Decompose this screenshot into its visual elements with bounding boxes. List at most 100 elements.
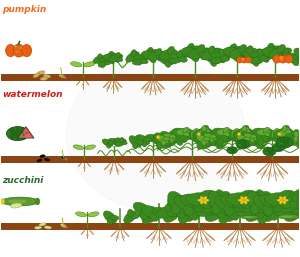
Ellipse shape	[76, 212, 87, 217]
Ellipse shape	[223, 136, 233, 142]
Ellipse shape	[136, 135, 150, 145]
Ellipse shape	[202, 139, 211, 145]
Ellipse shape	[227, 147, 238, 154]
Ellipse shape	[238, 44, 247, 53]
Ellipse shape	[191, 194, 218, 208]
Ellipse shape	[252, 191, 271, 213]
Ellipse shape	[241, 48, 257, 61]
Ellipse shape	[184, 204, 193, 216]
Ellipse shape	[220, 202, 234, 210]
Ellipse shape	[110, 53, 122, 60]
Ellipse shape	[242, 130, 252, 141]
Ellipse shape	[208, 137, 214, 143]
Ellipse shape	[254, 54, 264, 60]
Ellipse shape	[235, 133, 248, 148]
Ellipse shape	[161, 140, 166, 145]
Ellipse shape	[263, 147, 276, 156]
Ellipse shape	[275, 144, 277, 151]
Ellipse shape	[241, 131, 256, 146]
Ellipse shape	[188, 209, 199, 220]
Ellipse shape	[153, 134, 160, 139]
Ellipse shape	[234, 48, 244, 55]
Ellipse shape	[244, 140, 247, 148]
Ellipse shape	[191, 135, 200, 142]
Ellipse shape	[192, 130, 201, 136]
Ellipse shape	[167, 58, 175, 62]
Ellipse shape	[73, 145, 84, 150]
Ellipse shape	[169, 204, 176, 214]
Ellipse shape	[107, 217, 113, 225]
Ellipse shape	[212, 201, 234, 222]
Ellipse shape	[193, 128, 211, 139]
Ellipse shape	[172, 128, 191, 139]
Ellipse shape	[197, 141, 204, 149]
Bar	[1, 74, 299, 81]
Ellipse shape	[172, 200, 180, 209]
Ellipse shape	[278, 133, 281, 136]
Ellipse shape	[282, 48, 292, 53]
Ellipse shape	[287, 134, 297, 140]
Ellipse shape	[226, 193, 254, 206]
Ellipse shape	[169, 134, 176, 139]
Polygon shape	[19, 128, 33, 138]
Ellipse shape	[216, 129, 230, 135]
Ellipse shape	[115, 57, 119, 62]
Ellipse shape	[220, 56, 230, 61]
Ellipse shape	[166, 52, 180, 62]
Ellipse shape	[293, 53, 300, 59]
Ellipse shape	[284, 201, 300, 222]
Ellipse shape	[37, 159, 42, 162]
Ellipse shape	[272, 135, 280, 142]
Ellipse shape	[274, 133, 281, 137]
Ellipse shape	[211, 199, 220, 211]
Ellipse shape	[231, 147, 233, 154]
Ellipse shape	[260, 202, 274, 210]
Ellipse shape	[168, 137, 173, 143]
Ellipse shape	[205, 139, 211, 148]
Ellipse shape	[243, 200, 247, 204]
Ellipse shape	[292, 58, 299, 66]
Ellipse shape	[273, 55, 281, 63]
Ellipse shape	[272, 144, 284, 152]
Ellipse shape	[260, 135, 266, 141]
Ellipse shape	[182, 129, 191, 135]
Ellipse shape	[159, 56, 173, 65]
Ellipse shape	[240, 196, 244, 200]
Ellipse shape	[102, 139, 113, 147]
Ellipse shape	[218, 50, 224, 58]
Ellipse shape	[248, 132, 254, 136]
Ellipse shape	[166, 202, 185, 217]
Ellipse shape	[259, 132, 266, 140]
Ellipse shape	[180, 132, 186, 136]
Ellipse shape	[194, 133, 200, 137]
Ellipse shape	[219, 133, 229, 139]
Ellipse shape	[273, 130, 282, 136]
Ellipse shape	[131, 50, 137, 57]
Ellipse shape	[203, 133, 216, 141]
Ellipse shape	[261, 45, 278, 58]
Ellipse shape	[13, 44, 24, 57]
Ellipse shape	[40, 155, 45, 158]
Ellipse shape	[286, 137, 290, 148]
Ellipse shape	[280, 52, 287, 60]
Ellipse shape	[280, 144, 282, 151]
Ellipse shape	[220, 133, 228, 145]
Ellipse shape	[223, 132, 230, 136]
Ellipse shape	[156, 54, 162, 61]
Ellipse shape	[109, 58, 114, 64]
Ellipse shape	[296, 133, 300, 148]
Ellipse shape	[271, 53, 280, 62]
Ellipse shape	[212, 130, 219, 138]
Ellipse shape	[245, 52, 262, 64]
Ellipse shape	[237, 135, 249, 144]
Ellipse shape	[247, 191, 266, 213]
Ellipse shape	[102, 57, 106, 63]
Ellipse shape	[7, 127, 29, 141]
Ellipse shape	[257, 216, 260, 219]
Ellipse shape	[267, 43, 274, 51]
Ellipse shape	[224, 204, 234, 216]
Ellipse shape	[199, 190, 211, 200]
Ellipse shape	[174, 54, 182, 59]
Ellipse shape	[294, 131, 300, 143]
Ellipse shape	[201, 125, 209, 133]
